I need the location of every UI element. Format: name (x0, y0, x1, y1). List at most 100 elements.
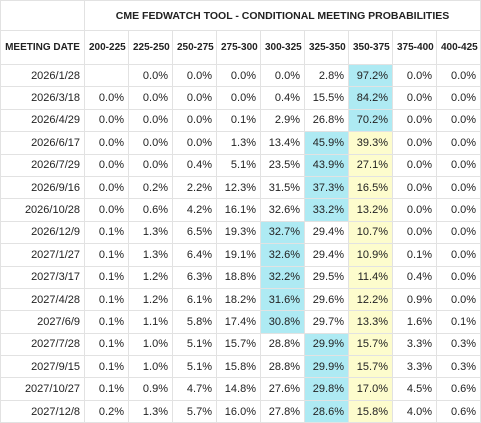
probability-cell: 15.7% (348, 355, 393, 379)
title-row: CME FEDWATCH TOOL - CONDITIONAL MEETING … (0, 0, 481, 31)
probability-cell: 23.5% (260, 153, 305, 177)
probability-cell: 28.8% (260, 332, 305, 357)
probability-cell: 0.0% (392, 63, 437, 88)
row-header: MEETING DATE (0, 30, 85, 65)
probability-cell: 0.0% (128, 63, 173, 88)
table-row: 2027/6/9 0.1% 1.1% 5.8% 17.4% 30.8% 29.7% 13.3%… (0, 310, 481, 334)
probability-cell: 2.8% (304, 63, 349, 88)
meeting-date: 2027/10/27 (0, 377, 85, 401)
meeting-date: 2027/9/15 (0, 355, 85, 379)
meeting-date: 2027/1/27 (0, 243, 85, 267)
probability-cell: 1.2% (128, 287, 173, 312)
probability-cell: 0.0% (84, 131, 129, 155)
probability-cell: 15.7% (216, 332, 261, 357)
probability-cell: 13.3% (348, 310, 393, 334)
probability-cell: 0.6% (435, 377, 481, 401)
probability-cell: 0.0% (435, 287, 481, 312)
probability-cell: 27.8% (260, 399, 305, 423)
header-row: MEETING DATE 200-225 225-250 250-275 275-30… (0, 30, 481, 65)
meeting-date: 2026/1/28 (0, 63, 85, 88)
probability-cell: 0.0% (128, 86, 173, 110)
table-row: 2027/7/28 0.1% 1.0% 5.1% 15.7% 28.8% 29.9% 15.7… (0, 332, 481, 357)
probability-cell: 1.6% (392, 310, 437, 334)
table-row: 2026/10/28 0.0% 0.6% 4.2% 16.1% 32.6% 33.2% 13.… (0, 198, 481, 222)
probability-cell: 0.0% (260, 63, 305, 88)
table-body: 2026/1/28 0.0% 0.0% 0.0% 0.0% 2.8% 97.2% 0.0% 0.… (0, 63, 481, 423)
probability-cell: 0.0% (216, 86, 261, 110)
probability-cell: 28.6% (304, 399, 349, 423)
probability-cell: 0.1% (84, 287, 129, 312)
probability-cell: 32.7% (260, 220, 305, 245)
probability-cell: 30.8% (260, 310, 305, 334)
probability-cell: 6.5% (172, 220, 217, 245)
probability-cell: 31.6% (260, 287, 305, 312)
probability-cell: 0.6% (435, 399, 481, 423)
probability-cell: 0.0% (172, 108, 217, 133)
probability-cell: 0.0% (435, 108, 481, 133)
table-row: 2026/4/29 0.0% 0.0% 0.0% 0.1% 2.9% 26.8% 70.2% 0… (0, 108, 481, 133)
probability-cell: 28.8% (260, 355, 305, 379)
table-row: 2027/4/28 0.1% 1.2% 6.1% 18.2% 31.6% 29.6% 12.2… (0, 287, 481, 312)
meeting-date: 2027/3/17 (0, 265, 85, 289)
probability-cell: 0.0% (435, 86, 481, 110)
probability-cell: 0.0% (84, 198, 129, 222)
probability-cell: 2.9% (260, 108, 305, 133)
probability-cell: 0.0% (392, 86, 437, 110)
probability-cell: 4.5% (392, 377, 437, 401)
probability-cell: 10.7% (348, 220, 393, 245)
probability-cell: 0.1% (392, 243, 437, 267)
probability-cell: 97.2% (348, 63, 393, 88)
probability-cell: 0.0% (84, 175, 129, 200)
table-title: CME FEDWATCH TOOL - CONDITIONAL MEETING … (83, 0, 481, 31)
probability-cell: 5.7% (172, 399, 217, 423)
meeting-date: 2027/7/28 (0, 332, 85, 357)
probability-cell: 0.1% (84, 243, 129, 267)
probability-cell: 19.3% (216, 220, 261, 245)
column-header: 375-400 (392, 30, 437, 65)
probability-cell: 29.7% (304, 310, 349, 334)
probability-cell: 0.0% (84, 153, 129, 177)
probability-cell: 4.2% (172, 198, 217, 222)
probability-cell: 15.8% (216, 355, 261, 379)
probability-cell: 0.0% (435, 153, 481, 177)
probability-cell: 0.0% (392, 131, 437, 155)
probability-cell: 31.5% (260, 175, 305, 200)
column-header: 275-300 (216, 30, 261, 65)
probability-cell: 16.0% (216, 399, 261, 423)
probability-cell: 29.8% (304, 377, 349, 401)
probability-cell: 0.2% (128, 175, 173, 200)
probability-cell: 32.2% (260, 265, 305, 289)
probability-cell: 0.0% (435, 198, 481, 222)
probability-cell: 32.6% (260, 198, 305, 222)
probability-cell: 0.0% (392, 153, 437, 177)
probability-cell: 0.1% (84, 377, 129, 401)
probability-cell: 0.0% (435, 220, 481, 245)
probability-cell: 29.5% (304, 265, 349, 289)
probability-cell: 6.1% (172, 287, 217, 312)
probability-cell: 27.1% (348, 153, 393, 177)
probability-cell: 0.2% (84, 399, 129, 423)
probability-cell: 0.0% (435, 131, 481, 155)
probability-cell: 11.4% (348, 265, 393, 289)
probability-cell: 4.0% (392, 399, 437, 423)
meeting-date: 2027/12/8 (0, 399, 85, 423)
meeting-date: 2026/4/29 (0, 108, 85, 133)
probability-cell: 0.0% (172, 86, 217, 110)
probability-cell: 29.9% (304, 355, 349, 379)
column-header: 325-350 (304, 30, 349, 65)
probability-cell: 0.0% (435, 175, 481, 200)
probability-cell: 1.3% (128, 220, 173, 245)
probability-cell: 1.0% (128, 332, 173, 357)
probability-cell: 0.0% (435, 63, 481, 88)
table-row: 2026/6/17 0.0% 0.0% 0.0% 1.3% 13.4% 45.9% 39.3%… (0, 131, 481, 155)
probability-cell: 0.1% (435, 310, 481, 334)
probability-cell: 4.7% (172, 377, 217, 401)
probability-cell: 0.0% (128, 108, 173, 133)
meeting-date: 2026/6/17 (0, 131, 85, 155)
probability-cell: 12.2% (348, 287, 393, 312)
meeting-date: 2027/4/28 (0, 287, 85, 312)
probability-cell: 0.0% (392, 198, 437, 222)
probability-cell: 14.8% (216, 377, 261, 401)
probability-cell: 15.8% (348, 399, 393, 423)
